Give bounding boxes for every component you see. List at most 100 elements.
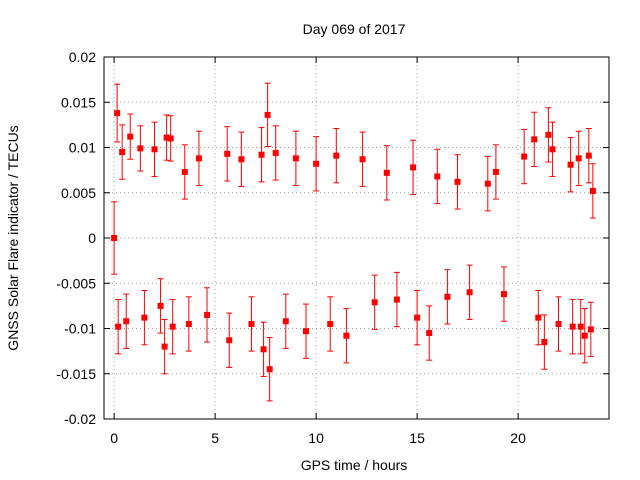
data-point — [575, 130, 582, 187]
data-point — [127, 113, 134, 160]
data-point — [585, 127, 592, 184]
data-point — [115, 299, 122, 355]
data-point — [569, 299, 576, 355]
point-marker — [535, 314, 542, 321]
y-tick-label: -0.015 — [56, 366, 96, 382]
point-marker — [541, 339, 548, 346]
x-tick-label: 0 — [110, 430, 118, 446]
point-marker — [359, 156, 366, 163]
data-point — [169, 299, 176, 355]
data-point — [303, 303, 309, 359]
point-marker — [444, 293, 451, 300]
data-point — [545, 107, 552, 163]
point-marker — [282, 318, 289, 325]
data-point — [123, 293, 130, 349]
point-marker — [575, 155, 582, 162]
point-marker — [454, 178, 461, 185]
data-point — [589, 163, 596, 219]
point-marker — [119, 149, 126, 156]
point-marker — [521, 153, 528, 160]
point-marker — [151, 146, 158, 153]
data-point — [292, 130, 299, 187]
point-marker — [410, 164, 417, 171]
chart-title: Day 069 of 2017 — [303, 21, 406, 37]
data-point — [492, 144, 499, 200]
point-marker — [545, 131, 552, 138]
point-marker — [185, 320, 192, 327]
point-marker — [163, 134, 170, 141]
point-marker — [224, 150, 231, 157]
data-point — [151, 121, 158, 177]
data-point — [587, 301, 594, 358]
data-point — [327, 296, 334, 352]
point-marker — [303, 328, 309, 335]
data-point — [359, 131, 366, 187]
point-marker — [383, 169, 390, 176]
data-point — [541, 314, 548, 370]
point-marker — [238, 156, 245, 163]
point-marker — [137, 145, 144, 152]
point-marker — [426, 330, 433, 337]
point-marker — [555, 320, 562, 327]
point-marker — [549, 146, 556, 153]
data-point — [466, 264, 473, 320]
point-marker — [567, 161, 574, 168]
point-marker — [226, 337, 233, 344]
point-marker — [169, 323, 176, 330]
point-marker — [248, 320, 255, 327]
data-point — [484, 156, 491, 212]
data-point — [454, 154, 461, 210]
y-tick-label: -0.01 — [64, 321, 96, 337]
point-marker — [371, 299, 378, 306]
data-point — [258, 127, 265, 183]
point-marker — [161, 343, 168, 350]
point-marker — [333, 152, 340, 159]
point-marker — [167, 135, 174, 142]
data-point — [410, 139, 417, 196]
data-point — [163, 114, 170, 161]
data-point — [272, 125, 279, 181]
data-point — [157, 278, 164, 334]
point-marker — [500, 291, 507, 298]
y-tick-label: 0.02 — [69, 49, 96, 65]
data-point — [535, 289, 542, 346]
data-point — [444, 269, 451, 325]
point-marker — [114, 110, 121, 117]
point-marker — [531, 136, 538, 143]
data-point — [426, 305, 433, 361]
data-point — [195, 130, 202, 187]
point-marker — [115, 323, 122, 330]
point-marker — [589, 187, 596, 194]
point-marker — [111, 235, 118, 241]
data-point — [371, 274, 378, 330]
point-marker — [343, 332, 350, 339]
tick-layer: -0.02 -0.015 -0.01 -0.005 0 0.005 0.01 0.015 0.0… — [56, 49, 609, 446]
point-marker — [264, 111, 271, 118]
point-marker — [414, 314, 421, 321]
data-point — [549, 121, 556, 177]
data-point — [119, 124, 126, 180]
data-point — [567, 137, 574, 193]
point-marker — [393, 296, 400, 303]
point-marker — [127, 133, 134, 140]
data-layer — [111, 82, 596, 402]
y-tick-label: 0 — [88, 230, 96, 246]
x-tick-label: 20 — [510, 430, 526, 446]
x-tick-label: 15 — [409, 430, 425, 446]
data-point — [313, 136, 320, 192]
y-tick-label: 0.005 — [61, 185, 96, 201]
data-point — [333, 127, 340, 184]
y-tick-label: 0.015 — [61, 94, 96, 110]
data-point — [282, 293, 289, 349]
point-marker — [141, 314, 148, 321]
data-point — [500, 266, 507, 322]
data-point — [555, 296, 562, 352]
data-point — [343, 308, 350, 364]
point-marker — [577, 323, 584, 330]
x-tick-label: 10 — [308, 430, 324, 446]
data-point — [224, 126, 231, 182]
data-point — [581, 308, 588, 364]
point-marker — [181, 168, 188, 175]
